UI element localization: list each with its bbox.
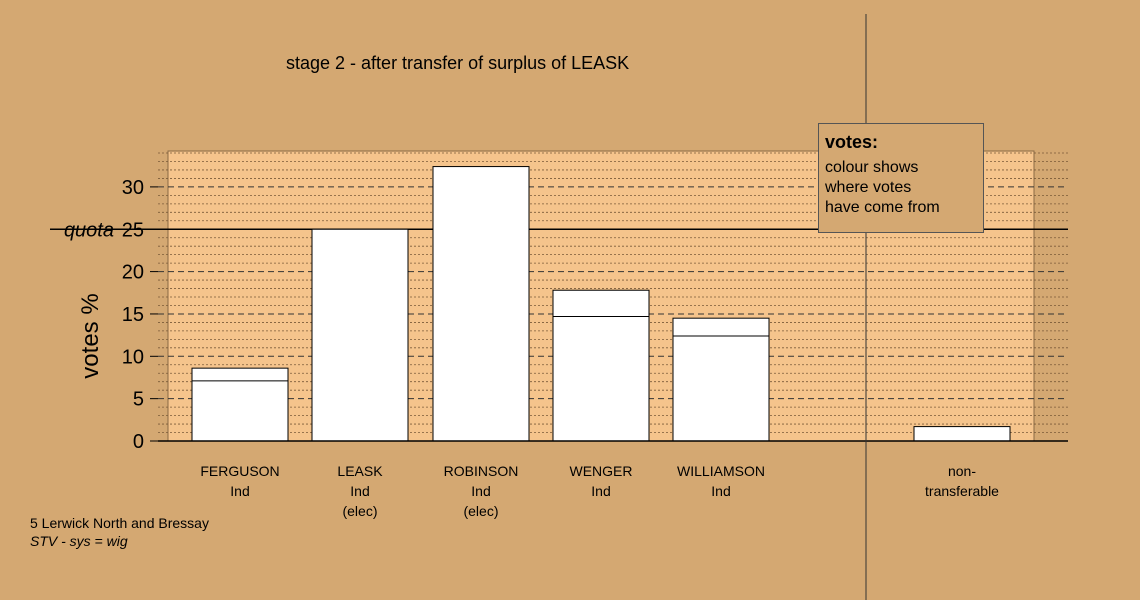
legend-line: where votes [825, 179, 912, 196]
y-tick-label: 30 [122, 177, 144, 199]
category-line: transferable [925, 483, 999, 499]
candidate-party: Ind [471, 483, 491, 499]
candidate-name: WILLIAMSON [677, 463, 765, 479]
ward-name: 5 Lerwick North and Bressay [30, 515, 209, 531]
chart-title: stage 2 - after transfer of surplus of L… [286, 53, 630, 73]
category-label-robinson: ROBINSON Ind (elec) [411, 461, 551, 521]
bar [672, 317, 770, 442]
y-tick-label: 25 [122, 219, 144, 241]
candidate-party: Ind [591, 483, 611, 499]
candidate-status: (elec) [342, 503, 378, 519]
legend-line: have come from [825, 199, 940, 216]
category-label-ferguson: FERGUSON Ind [170, 461, 310, 501]
category-line: non- [947, 463, 977, 479]
footer: 5 Lerwick North and Bressay STV - sys = … [30, 514, 209, 550]
quota-label: quota [64, 219, 114, 241]
legend-box: votes: colour shows where votes have com… [818, 123, 984, 233]
category-label-wenger: WENGER Ind [531, 461, 671, 501]
category-label-williamson: WILLIAMSON Ind [651, 461, 791, 501]
y-tick-label: 10 [122, 346, 144, 368]
candidate-name: LEASK [337, 463, 383, 479]
bar [913, 426, 1011, 442]
candidate-party: Ind [230, 483, 250, 499]
y-tick-label: 15 [122, 304, 144, 326]
candidate-status: (elec) [463, 503, 499, 519]
y-tick-label: 0 [133, 431, 144, 453]
system-label: STV - sys = wig [30, 533, 128, 549]
bar [191, 367, 289, 442]
y-tick-label: 5 [133, 389, 144, 411]
legend-line: colour shows [825, 159, 919, 176]
category-label-nontransferable: non- transferable [892, 461, 1032, 501]
bar [311, 228, 409, 442]
candidate-name: WENGER [569, 463, 633, 479]
y-axis-label: votes % [77, 293, 104, 378]
candidate-name: ROBINSON [443, 463, 519, 479]
candidate-name: FERGUSON [200, 463, 280, 479]
bar [552, 289, 650, 442]
category-label-leask: LEASK Ind (elec) [290, 461, 430, 521]
y-tick-label: 20 [122, 262, 144, 284]
candidate-party: Ind [711, 483, 731, 499]
legend-title: votes: [825, 132, 879, 152]
bar [432, 166, 530, 442]
candidate-party: Ind [350, 483, 370, 499]
